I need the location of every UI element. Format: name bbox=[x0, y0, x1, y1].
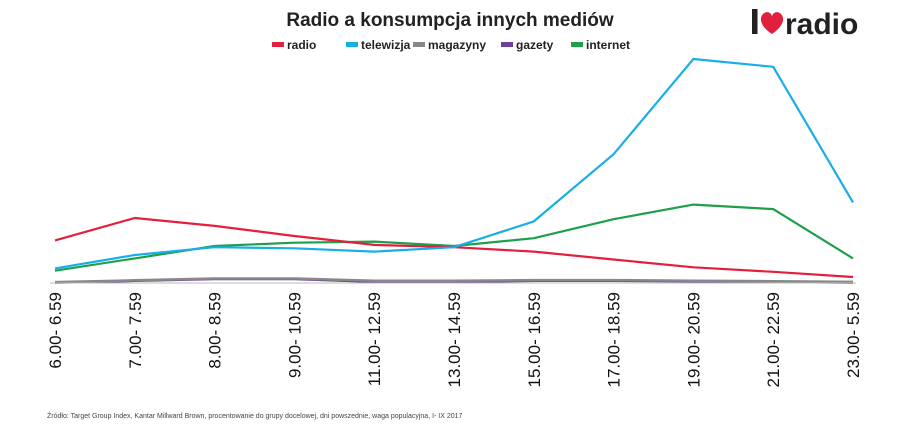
x-tick-label: 11.00- 12.59 bbox=[365, 292, 384, 386]
iradio-logo: radio bbox=[752, 8, 858, 41]
legend-swatch-telewizja bbox=[346, 42, 358, 47]
series-line-telewizja bbox=[54, 57, 854, 270]
legend-item-magazyny: magazyny bbox=[413, 38, 486, 52]
legend-swatch-magazyny bbox=[413, 42, 425, 47]
legend: radio telewizja magazyny gazety internet bbox=[272, 38, 630, 52]
legend-label-magazyny: magazyny bbox=[428, 38, 486, 52]
chart-title: Radio a konsumpcja innych mediów bbox=[286, 10, 614, 31]
x-tick-label: 13.00- 14.59 bbox=[445, 292, 464, 387]
legend-swatch-radio bbox=[272, 42, 284, 47]
legend-label-gazety: gazety bbox=[516, 38, 554, 52]
x-axis-ticks: 6.00- 6.59 7.00- 7.59 8.00- 8.59 9.00- 10.5… bbox=[46, 292, 863, 387]
legend-item-radio: radio bbox=[272, 38, 316, 52]
x-tick-label: 6.00- 6.59 bbox=[46, 292, 65, 369]
source-note: Źródło: Target Group Index, Kantar Millw… bbox=[47, 411, 463, 420]
legend-item-gazety: gazety bbox=[501, 38, 554, 52]
x-tick-label: 7.00- 7.59 bbox=[126, 292, 145, 369]
x-tick-label: 17.00- 18.59 bbox=[605, 292, 624, 387]
legend-swatch-gazety bbox=[501, 42, 513, 47]
logo-bar bbox=[752, 9, 758, 34]
x-tick-label: 8.00- 8.59 bbox=[206, 292, 225, 369]
legend-item-telewizja: telewizja bbox=[346, 38, 411, 52]
series-line-internet bbox=[54, 203, 854, 272]
plot-area bbox=[54, 57, 854, 284]
legend-item-internet: internet bbox=[571, 38, 630, 52]
legend-label-radio: radio bbox=[287, 38, 316, 52]
legend-label-internet: internet bbox=[586, 38, 630, 52]
x-tick-label: 21.00- 22.59 bbox=[764, 292, 783, 387]
x-tick-label: 9.00- 10.59 bbox=[285, 292, 304, 378]
logo-word: radio bbox=[785, 8, 858, 41]
legend-swatch-internet bbox=[571, 42, 583, 47]
x-tick-label: 23.00- 5.59 bbox=[844, 292, 863, 378]
heart-icon bbox=[760, 12, 784, 34]
series-line-magazyny bbox=[54, 277, 854, 284]
legend-label-telewizja: telewizja bbox=[361, 38, 411, 52]
x-tick-label: 15.00- 16.59 bbox=[525, 292, 544, 387]
x-tick-label: 19.00- 20.59 bbox=[684, 292, 703, 387]
